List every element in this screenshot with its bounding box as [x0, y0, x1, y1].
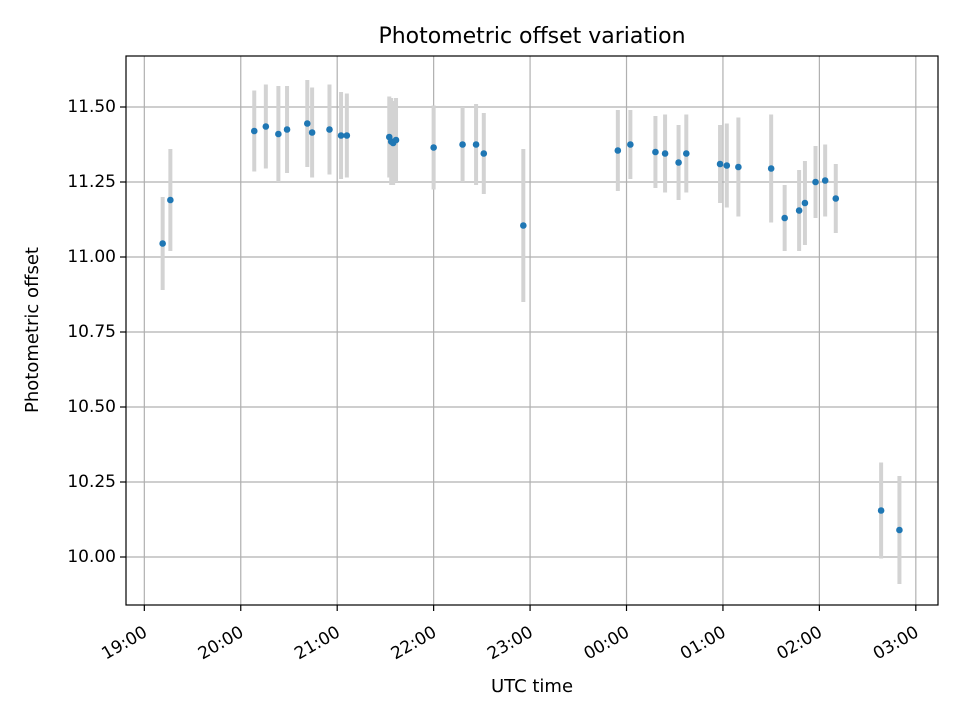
- x-axis-label: UTC time: [491, 676, 573, 697]
- data-point: [337, 132, 345, 139]
- data-points: [159, 120, 903, 534]
- data-point: [652, 148, 659, 156]
- data-point: [283, 126, 291, 133]
- data-point: [430, 144, 437, 151]
- data-point: [459, 141, 466, 148]
- data-point: [877, 507, 885, 514]
- data-point: [767, 165, 775, 172]
- data-point: [520, 222, 527, 229]
- data-point: [896, 526, 903, 534]
- chart-title: Photometric offset variation: [378, 24, 685, 49]
- data-point: [812, 178, 819, 186]
- data-point: [262, 123, 270, 130]
- data-point: [275, 130, 282, 138]
- data-point: [159, 240, 166, 247]
- y-tick-label: 10.25: [67, 472, 116, 492]
- y-axis-label: Photometric offset: [22, 247, 43, 413]
- y-tick-label: 10.00: [67, 547, 116, 567]
- y-tick-label: 11.00: [67, 247, 116, 267]
- data-point: [735, 163, 742, 171]
- data-point: [167, 196, 174, 204]
- y-tick-label: 11.50: [67, 97, 116, 117]
- data-point: [675, 159, 682, 166]
- data-point: [614, 147, 622, 154]
- data-point: [472, 141, 480, 148]
- data-point: [682, 150, 690, 157]
- plot-area-frame: [125, 55, 939, 606]
- data-point: [392, 136, 400, 144]
- data-point: [308, 129, 316, 136]
- data-point: [250, 127, 258, 135]
- data-point: [795, 207, 803, 214]
- y-tick-label: 10.50: [67, 397, 116, 417]
- data-point: [343, 132, 351, 139]
- data-point: [627, 141, 634, 148]
- data-point: [801, 199, 809, 207]
- data-point: [716, 160, 724, 168]
- data-point: [832, 195, 840, 202]
- data-point: [326, 126, 333, 133]
- data-point: [781, 214, 788, 222]
- y-tick-label: 10.75: [67, 322, 116, 342]
- y-tick-label: 11.25: [67, 172, 116, 192]
- y-axis-ticks: 10.00 10.25 10.50 10.75 11.00 11.25 11.50: [67, 97, 126, 567]
- data-point: [304, 120, 311, 127]
- data-point: [723, 162, 731, 169]
- grid-lines: [126, 56, 938, 605]
- data-point: [480, 150, 488, 157]
- data-point: [661, 150, 669, 157]
- data-point: [821, 177, 829, 184]
